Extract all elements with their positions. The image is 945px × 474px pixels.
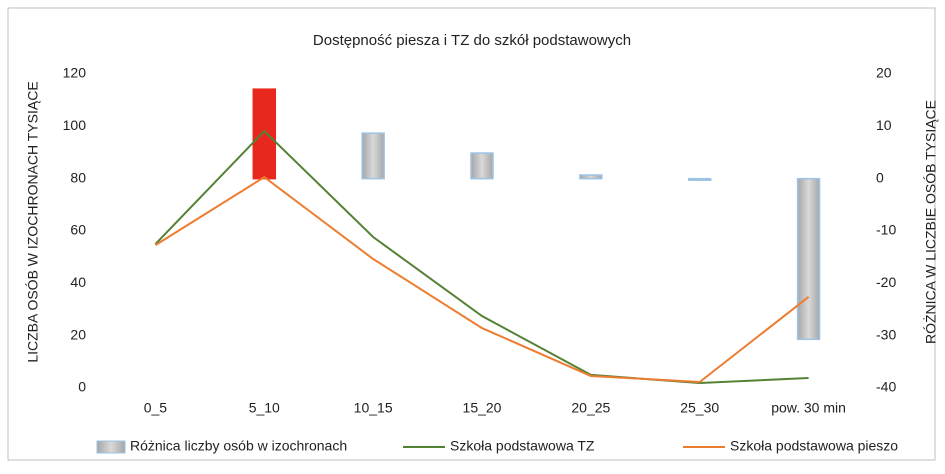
x-tick-label: pow. 30 min (771, 400, 846, 416)
chart-title: Dostępność piesza i TZ do szkół podstawo… (313, 32, 631, 49)
y-axis-label: LICZBA OSÓB W IZOCHRONACH TYSIĄCE (25, 81, 41, 362)
bar (361, 132, 385, 180)
y-tick-label: 40 (70, 274, 86, 290)
line (154, 175, 810, 384)
bar (252, 88, 277, 180)
y-tick-label: 100 (63, 117, 87, 133)
bar (579, 174, 603, 180)
y2-tick-label: 0 (876, 169, 884, 185)
x-tick-label: 20_25 (571, 400, 610, 416)
line (154, 129, 809, 385)
x-tick-label: 5_10 (249, 400, 280, 416)
y2-tick-label: -10 (876, 222, 896, 238)
bar (796, 177, 821, 341)
legend-label: Szkoła podstawowa pieszo (730, 438, 898, 454)
legend-label: Szkoła podstawowa TZ (450, 438, 595, 454)
x-tick-label: 15_20 (463, 400, 502, 416)
y2-tick-label: -30 (876, 326, 896, 342)
x-tick-label: 0_5 (144, 400, 168, 416)
y2-tick-label: 10 (876, 117, 892, 133)
x-tick-label: 25_30 (680, 400, 719, 416)
x-tick-label: 10_15 (354, 400, 393, 416)
legend-swatch (96, 440, 126, 454)
y2-tick-label: -20 (876, 274, 896, 290)
bar (687, 177, 712, 181)
y-tick-label: 60 (70, 222, 86, 238)
y-tick-label: 0 (78, 379, 86, 395)
y-tick-label: 120 (63, 65, 87, 81)
bar (470, 152, 494, 180)
chart-frame (7, 7, 936, 461)
legend-label: Różnica liczby osób w izochronach (130, 438, 347, 454)
y-tick-label: 80 (70, 169, 86, 185)
y2-tick-label: 20 (876, 65, 892, 81)
y2-tick-label: -40 (876, 379, 896, 395)
y-tick-label: 20 (70, 326, 86, 342)
y2-axis-label: RÓŻNICA W LICZBIE OSÓB TYSIĄCE (922, 100, 939, 344)
